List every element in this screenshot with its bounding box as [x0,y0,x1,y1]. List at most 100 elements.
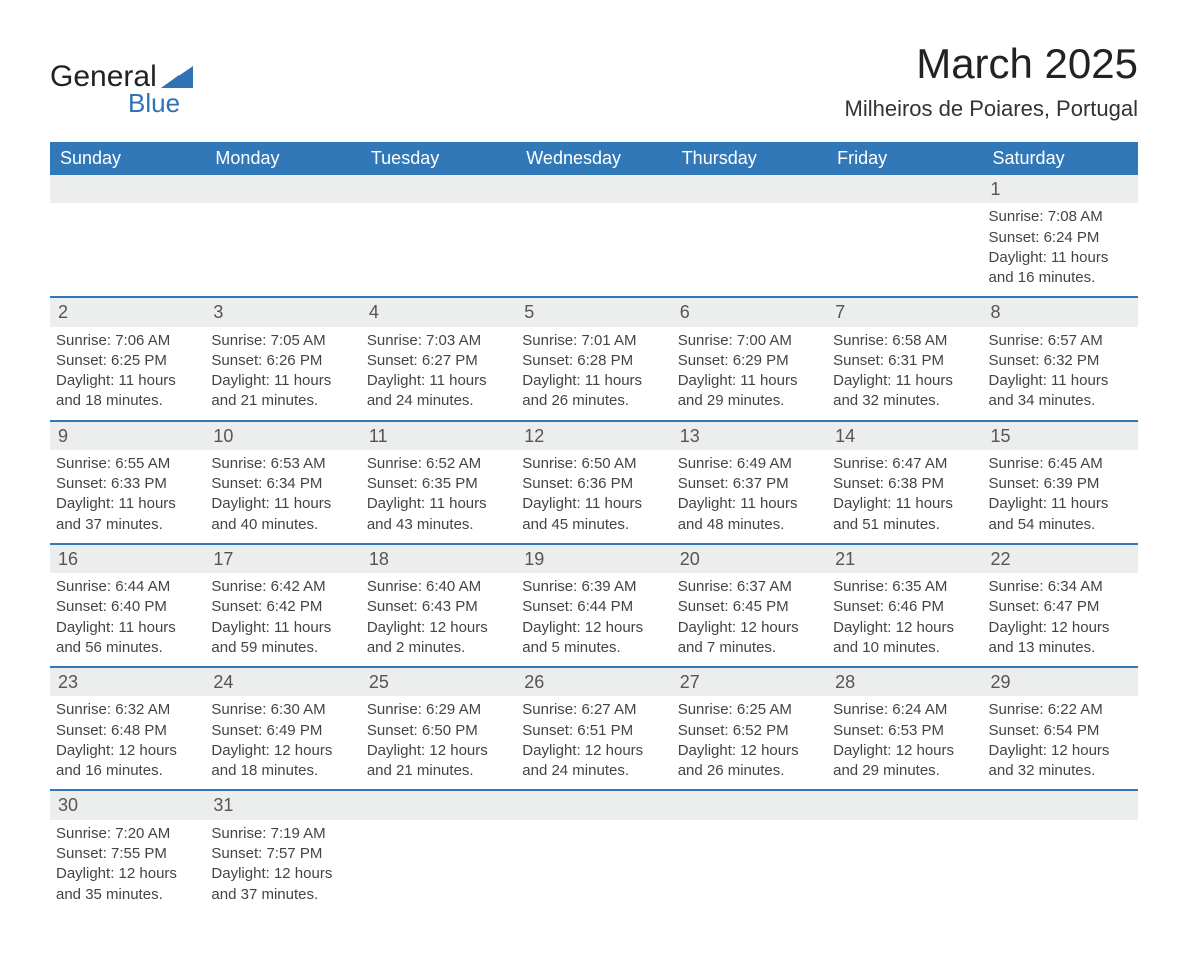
detail-row: Sunrise: 7:20 AMSunset: 7:55 PMDaylight:… [50,820,1138,913]
daylight-text: and 54 minutes. [989,515,1132,535]
day-cell: Sunrise: 6:53 AMSunset: 6:34 PMDaylight:… [205,450,360,544]
day-cell: Sunrise: 6:52 AMSunset: 6:35 PMDaylight:… [361,450,516,544]
day-number: 16 [50,544,205,573]
weekday-header: Friday [827,142,982,175]
empty-cell [205,175,360,203]
sunset-text: Sunset: 6:49 PM [211,721,354,741]
day-cell: Sunrise: 6:49 AMSunset: 6:37 PMDaylight:… [672,450,827,544]
title-block: March 2025 Milheiros de Poiares, Portuga… [845,40,1138,122]
daylight-text: Daylight: 11 hours [56,494,199,514]
sunrise-text: Sunrise: 6:34 AM [989,577,1132,597]
sunset-text: Sunset: 6:51 PM [522,721,665,741]
logo-flag-icon [161,66,193,88]
sunrise-text: Sunrise: 7:19 AM [211,824,354,844]
day-number: 11 [361,421,516,450]
empty-cell [827,820,982,913]
day-cell: Sunrise: 6:22 AMSunset: 6:54 PMDaylight:… [983,696,1138,790]
empty-cell [205,203,360,297]
day-cell: Sunrise: 6:40 AMSunset: 6:43 PMDaylight:… [361,573,516,667]
day-cell: Sunrise: 7:19 AMSunset: 7:57 PMDaylight:… [205,820,360,913]
day-number: 5 [516,297,671,326]
empty-cell [361,175,516,203]
day-number: 3 [205,297,360,326]
daylight-text: Daylight: 11 hours [522,494,665,514]
sunrise-text: Sunrise: 7:00 AM [678,331,821,351]
daylight-text: and 21 minutes. [211,391,354,411]
sunrise-text: Sunrise: 6:39 AM [522,577,665,597]
day-cell: Sunrise: 6:47 AMSunset: 6:38 PMDaylight:… [827,450,982,544]
day-number: 6 [672,297,827,326]
day-number: 31 [205,790,360,819]
day-number: 7 [827,297,982,326]
sunset-text: Sunset: 6:40 PM [56,597,199,617]
empty-cell [50,203,205,297]
daylight-text: and 18 minutes. [211,761,354,781]
daylight-text: Daylight: 11 hours [211,618,354,638]
day-number: 25 [361,667,516,696]
empty-cell [516,175,671,203]
sunset-text: Sunset: 7:57 PM [211,844,354,864]
daylight-text: and 43 minutes. [367,515,510,535]
daylight-text: and 59 minutes. [211,638,354,658]
sunset-text: Sunset: 6:53 PM [833,721,976,741]
day-number: 15 [983,421,1138,450]
weekday-header: Thursday [672,142,827,175]
day-cell: Sunrise: 7:20 AMSunset: 7:55 PMDaylight:… [50,820,205,913]
daylight-text: Daylight: 12 hours [522,618,665,638]
daylight-text: Daylight: 12 hours [989,618,1132,638]
daylight-text: Daylight: 11 hours [522,371,665,391]
day-cell: Sunrise: 7:06 AMSunset: 6:25 PMDaylight:… [50,327,205,421]
day-number: 8 [983,297,1138,326]
location-text: Milheiros de Poiares, Portugal [845,96,1138,122]
empty-cell [672,790,827,819]
sunrise-text: Sunrise: 6:50 AM [522,454,665,474]
day-number: 30 [50,790,205,819]
empty-cell [50,175,205,203]
day-cell: Sunrise: 6:39 AMSunset: 6:44 PMDaylight:… [516,573,671,667]
day-number: 14 [827,421,982,450]
sunrise-text: Sunrise: 6:30 AM [211,700,354,720]
day-number: 26 [516,667,671,696]
empty-cell [516,790,671,819]
empty-cell [361,790,516,819]
daylight-text: Daylight: 11 hours [678,494,821,514]
day-number: 29 [983,667,1138,696]
sunset-text: Sunset: 6:36 PM [522,474,665,494]
daylight-text: and 45 minutes. [522,515,665,535]
daynum-row: 16171819202122 [50,544,1138,573]
sunset-text: Sunset: 6:29 PM [678,351,821,371]
day-cell: Sunrise: 7:00 AMSunset: 6:29 PMDaylight:… [672,327,827,421]
sunset-text: Sunset: 6:50 PM [367,721,510,741]
day-number: 20 [672,544,827,573]
empty-cell [672,820,827,913]
daylight-text: and 24 minutes. [522,761,665,781]
weekday-header: Saturday [983,142,1138,175]
weekday-header: Monday [205,142,360,175]
sunset-text: Sunset: 6:24 PM [989,228,1132,248]
daylight-text: and 18 minutes. [56,391,199,411]
daylight-text: and 34 minutes. [989,391,1132,411]
daylight-text: Daylight: 11 hours [211,494,354,514]
daynum-row: 1 [50,175,1138,203]
daylight-text: Daylight: 12 hours [833,618,976,638]
weekday-header: Wednesday [516,142,671,175]
daylight-text: Daylight: 11 hours [833,494,976,514]
daylight-text: and 24 minutes. [367,391,510,411]
weekday-header: Sunday [50,142,205,175]
day-number: 2 [50,297,205,326]
day-number: 9 [50,421,205,450]
daylight-text: Daylight: 12 hours [211,741,354,761]
sunrise-text: Sunrise: 6:32 AM [56,700,199,720]
day-cell: Sunrise: 6:30 AMSunset: 6:49 PMDaylight:… [205,696,360,790]
daylight-text: Daylight: 12 hours [367,741,510,761]
daylight-text: Daylight: 12 hours [678,618,821,638]
daylight-text: and 40 minutes. [211,515,354,535]
day-number: 23 [50,667,205,696]
day-cell: Sunrise: 6:55 AMSunset: 6:33 PMDaylight:… [50,450,205,544]
daylight-text: and 35 minutes. [56,885,199,905]
sunrise-text: Sunrise: 6:40 AM [367,577,510,597]
day-cell: Sunrise: 6:58 AMSunset: 6:31 PMDaylight:… [827,327,982,421]
sunrise-text: Sunrise: 6:45 AM [989,454,1132,474]
day-cell: Sunrise: 7:08 AMSunset: 6:24 PMDaylight:… [983,203,1138,297]
day-number: 19 [516,544,671,573]
